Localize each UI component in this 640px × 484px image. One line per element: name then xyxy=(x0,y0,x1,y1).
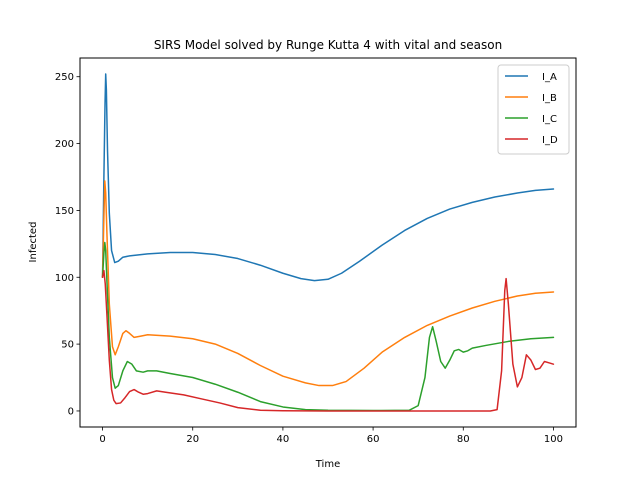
x-tick-label: 40 xyxy=(277,434,290,445)
y-tick-label: 50 xyxy=(61,340,74,351)
chart-title: SIRS Model solved by Runge Kutta 4 with … xyxy=(154,38,502,52)
legend-label-i-c: I_C xyxy=(542,114,557,125)
series-line-i-b xyxy=(101,180,555,387)
legend-label-i-d: I_D xyxy=(542,135,558,146)
x-tick-label: 100 xyxy=(544,434,563,445)
legend-frame xyxy=(497,64,570,155)
series-line-i-c xyxy=(101,241,555,412)
legend-label-i-a: I_A xyxy=(542,72,557,83)
legend-label-i-b: I_B xyxy=(542,93,557,104)
y-tick-label: 200 xyxy=(55,139,74,150)
legend: I_A I_B I_C I_D xyxy=(497,64,570,155)
x-tick-label: 60 xyxy=(367,434,380,445)
x-axis-label: Time xyxy=(315,459,340,470)
y-tick-label: 0 xyxy=(68,406,74,417)
x-tick-label: 0 xyxy=(99,434,105,445)
series-line-i-d xyxy=(101,269,555,412)
y-tick-label: 100 xyxy=(55,273,74,284)
x-tick-label: 80 xyxy=(457,434,470,445)
series-layer xyxy=(101,73,555,412)
plot-area xyxy=(79,57,577,428)
y-tick-label: 150 xyxy=(55,206,74,217)
plot-frame xyxy=(79,57,577,428)
x-axis: 0 20 40 60 80 100 xyxy=(99,427,563,445)
y-tick-label: 250 xyxy=(55,72,74,83)
y-axis-label: Infected xyxy=(28,222,39,263)
series-line-i-a xyxy=(101,73,555,282)
y-axis: 0 50 100 150 200 250 xyxy=(55,72,80,417)
plot-background xyxy=(80,58,576,427)
x-tick-label: 20 xyxy=(186,434,199,445)
